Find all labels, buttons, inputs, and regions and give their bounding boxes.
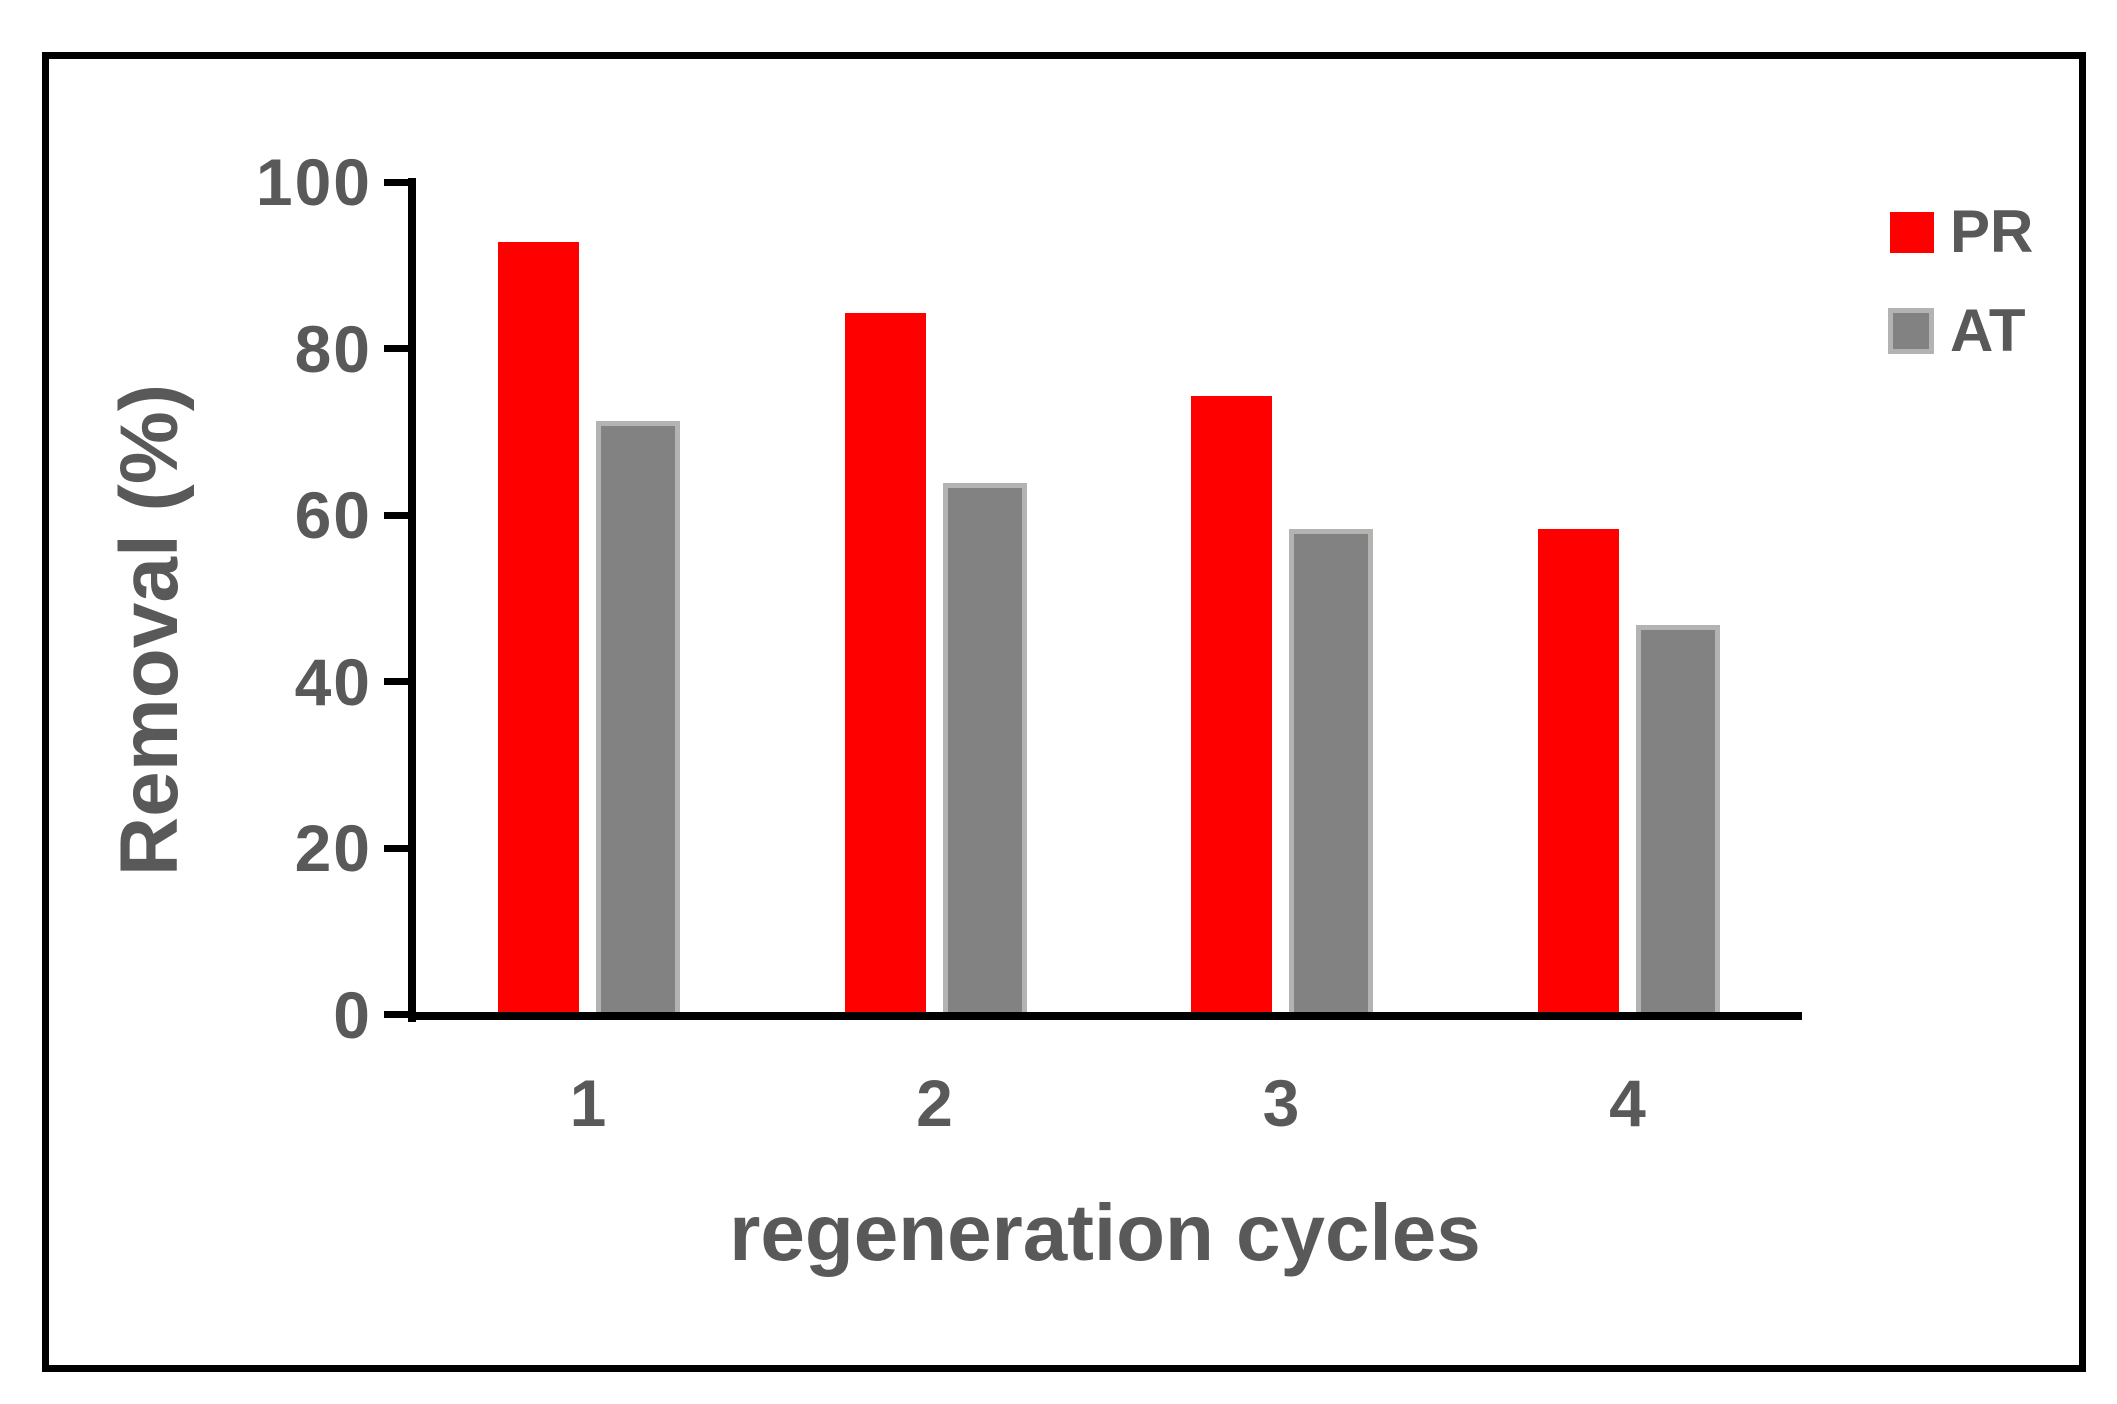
- legend-label-pr: PR: [1950, 198, 2034, 265]
- bar-at-cycle-1: [596, 420, 680, 1016]
- bar-pr-cycle-1: [498, 241, 579, 1016]
- legend-item-pr: PR: [1890, 202, 2033, 262]
- bar-pr-cycle-3: [1191, 395, 1272, 1016]
- y-tick-mark: [384, 511, 409, 519]
- bar-at-cycle-4: [1635, 624, 1720, 1016]
- bar-pr-cycle-4: [1537, 528, 1619, 1016]
- x-tick-label: 3: [1262, 1066, 1300, 1140]
- y-tick-label: 80: [294, 311, 372, 386]
- legend-label-at: AT: [1950, 297, 2026, 364]
- x-tick-label: 2: [916, 1066, 953, 1140]
- y-tick-mark: [384, 844, 409, 852]
- x-axis-title: regeneration cycles: [729, 1188, 1481, 1277]
- y-tick-label: 20: [294, 811, 372, 885]
- y-axis-line: [408, 178, 416, 1022]
- legend-swatch-pr-icon: [1890, 211, 1934, 253]
- y-tick-mark: [384, 678, 409, 685]
- bar-at-cycle-3: [1289, 528, 1373, 1016]
- y-tick-label: 40: [294, 644, 372, 719]
- y-tick-mark: [384, 345, 409, 352]
- y-tick-mark: [384, 1011, 409, 1018]
- y-tick-label: 100: [255, 145, 372, 219]
- x-tick-label: 4: [1609, 1066, 1646, 1140]
- y-tick-mark: [384, 178, 409, 186]
- bar-at-cycle-2: [942, 483, 1027, 1016]
- y-tick-label: 0: [333, 977, 372, 1052]
- x-tick-label: 1: [569, 1066, 607, 1140]
- bar-pr-cycle-2: [844, 312, 926, 1016]
- y-tick-label: 60: [294, 478, 372, 552]
- legend-swatch-at-icon: [1888, 308, 1934, 354]
- legend-item-at: AT: [1888, 301, 2026, 361]
- figure-border: [42, 52, 2086, 1372]
- x-axis-line: [408, 1012, 1802, 1020]
